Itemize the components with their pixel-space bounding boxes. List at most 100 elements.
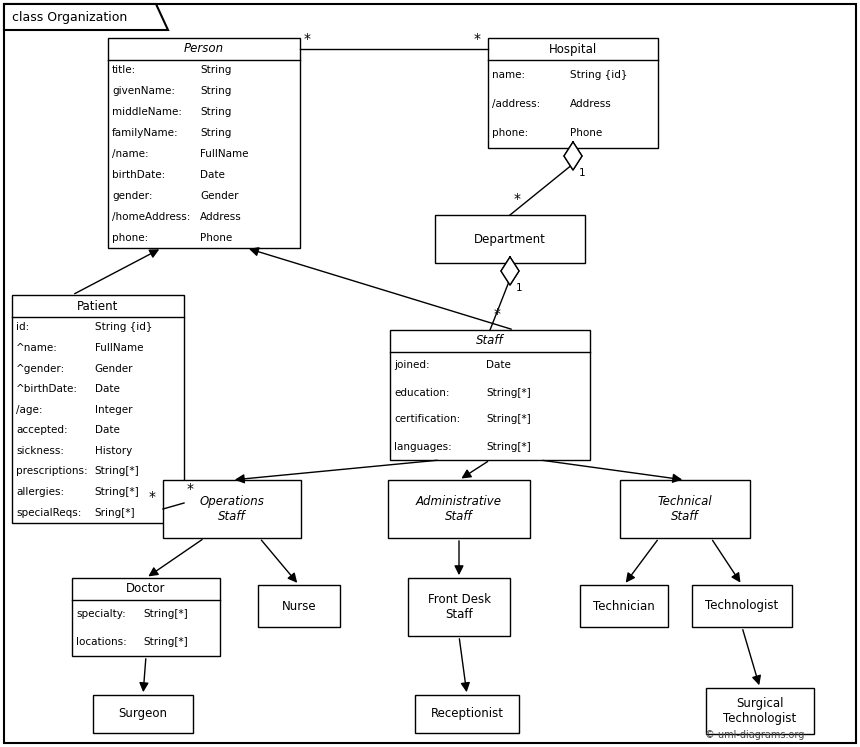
Text: Patient: Patient (77, 300, 119, 312)
Text: ^name:: ^name: (16, 343, 58, 353)
Bar (163, 480, 301, 538)
Text: Technologist: Technologist (705, 600, 778, 613)
Text: FullName: FullName (95, 343, 143, 353)
Text: /age:: /age: (16, 405, 42, 415)
Text: Address: Address (569, 99, 611, 109)
Text: Receptionist: Receptionist (431, 707, 503, 721)
Text: Technical
Staff: Technical Staff (658, 495, 712, 523)
Bar (408, 578, 510, 636)
Text: sickness:: sickness: (16, 446, 64, 456)
Text: title:: title: (112, 66, 136, 75)
Text: class Organization: class Organization (12, 10, 127, 23)
Text: Surgical
Technologist: Surgical Technologist (723, 697, 796, 725)
Text: Hospital: Hospital (549, 43, 597, 55)
Text: Nurse: Nurse (282, 600, 316, 613)
Bar (415, 695, 519, 733)
Bar (388, 480, 530, 538)
Text: *: * (494, 307, 501, 321)
Text: FullName: FullName (200, 149, 249, 159)
Text: *: * (304, 32, 311, 46)
Text: Surgeon: Surgeon (119, 707, 168, 721)
Text: String[*]: String[*] (95, 466, 139, 477)
Text: ^birthDate:: ^birthDate: (16, 384, 78, 394)
Bar (435, 215, 585, 263)
Text: birthDate:: birthDate: (112, 170, 165, 180)
Text: /name:: /name: (112, 149, 149, 159)
Bar (488, 38, 658, 148)
Text: phone:: phone: (492, 128, 528, 138)
Text: Date: Date (200, 170, 225, 180)
Text: Address: Address (200, 211, 242, 222)
Text: Technician: Technician (593, 600, 654, 613)
Text: Date: Date (486, 361, 511, 371)
Text: /address:: /address: (492, 99, 540, 109)
Text: String[*]: String[*] (486, 388, 531, 397)
Bar (93, 695, 193, 733)
Bar (580, 585, 668, 627)
Text: education:: education: (394, 388, 450, 397)
Text: Phone: Phone (569, 128, 602, 138)
Text: © uml-diagrams.org: © uml-diagrams.org (705, 730, 804, 740)
Polygon shape (4, 4, 168, 30)
Text: ^gender:: ^gender: (16, 364, 65, 374)
Bar (620, 480, 750, 538)
Text: prescriptions:: prescriptions: (16, 466, 88, 477)
Text: String: String (200, 128, 231, 138)
Bar (692, 585, 792, 627)
Text: String[*]: String[*] (486, 415, 531, 424)
Text: Person: Person (184, 43, 224, 55)
Text: 1: 1 (516, 283, 523, 293)
Polygon shape (501, 257, 519, 285)
Text: id:: id: (16, 322, 29, 332)
Polygon shape (564, 142, 582, 170)
Text: String[*]: String[*] (95, 487, 139, 497)
Text: Staff: Staff (476, 335, 504, 347)
Text: String[*]: String[*] (143, 609, 187, 619)
Text: phone:: phone: (112, 232, 148, 243)
Text: locations:: locations: (76, 637, 126, 647)
Text: Date: Date (95, 384, 120, 394)
Text: accepted:: accepted: (16, 425, 68, 436)
Text: middleName:: middleName: (112, 108, 182, 117)
Text: gender:: gender: (112, 190, 152, 201)
Text: String {id}: String {id} (95, 322, 152, 332)
Bar (108, 38, 300, 248)
Text: *: * (514, 192, 521, 206)
Bar (12, 295, 184, 523)
Text: String[*]: String[*] (143, 637, 187, 647)
Text: Operations
Staff: Operations Staff (200, 495, 264, 523)
Text: 1: 1 (579, 168, 586, 178)
Text: String: String (200, 108, 231, 117)
Text: certification:: certification: (394, 415, 460, 424)
Bar (390, 330, 590, 460)
Text: familyName:: familyName: (112, 128, 179, 138)
Text: Front Desk
Staff: Front Desk Staff (427, 593, 490, 621)
Text: /homeAddress:: /homeAddress: (112, 211, 190, 222)
Text: Department: Department (474, 232, 546, 246)
Text: *: * (149, 490, 156, 504)
Bar (258, 585, 340, 627)
Text: Phone: Phone (200, 232, 232, 243)
Text: specialty:: specialty: (76, 609, 126, 619)
Text: String: String (200, 87, 231, 96)
Text: Gender: Gender (95, 364, 133, 374)
Text: *: * (474, 32, 481, 46)
Text: Gender: Gender (200, 190, 239, 201)
Text: joined:: joined: (394, 361, 430, 371)
Text: allergies:: allergies: (16, 487, 64, 497)
Text: languages:: languages: (394, 441, 452, 451)
Text: String[*]: String[*] (486, 441, 531, 451)
Text: *: * (187, 482, 194, 496)
Text: String: String (200, 66, 231, 75)
Text: Sring[*]: Sring[*] (95, 508, 135, 518)
Text: Integer: Integer (95, 405, 132, 415)
Bar (706, 688, 814, 734)
Text: givenName:: givenName: (112, 87, 175, 96)
Text: History: History (95, 446, 132, 456)
Text: specialReqs:: specialReqs: (16, 508, 82, 518)
Text: String {id}: String {id} (569, 69, 627, 80)
Text: name:: name: (492, 69, 525, 80)
Text: Date: Date (95, 425, 120, 436)
Bar (72, 578, 220, 656)
Text: Administrative
Staff: Administrative Staff (416, 495, 502, 523)
